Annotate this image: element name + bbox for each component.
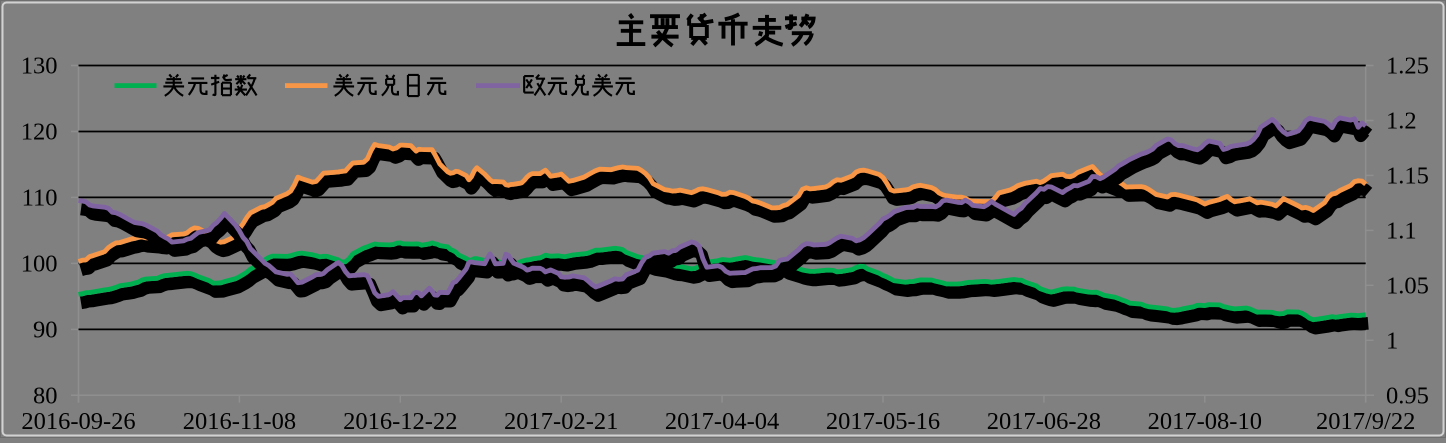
svg-text:2017/9/22: 2017/9/22 xyxy=(1316,408,1415,435)
svg-text:130: 130 xyxy=(21,53,58,80)
svg-text:2017-06-28: 2017-06-28 xyxy=(987,408,1101,435)
svg-text:1.2: 1.2 xyxy=(1386,108,1417,135)
svg-text:2017-05-16: 2017-05-16 xyxy=(826,408,940,435)
svg-text:1.05: 1.05 xyxy=(1386,272,1429,299)
svg-text:2016-12-22: 2016-12-22 xyxy=(343,408,457,435)
svg-text:0.95: 0.95 xyxy=(1386,382,1429,409)
svg-text:110: 110 xyxy=(22,184,58,211)
svg-text:100: 100 xyxy=(21,250,58,277)
svg-text:1.15: 1.15 xyxy=(1386,162,1429,189)
svg-text:1.25: 1.25 xyxy=(1386,53,1429,80)
svg-text:2016-09-26: 2016-09-26 xyxy=(21,408,135,435)
svg-text:2017-02-21: 2017-02-21 xyxy=(504,408,618,435)
svg-text:90: 90 xyxy=(33,316,58,343)
svg-text:80: 80 xyxy=(33,382,58,409)
svg-text:2017-04-04: 2017-04-04 xyxy=(665,408,779,435)
svg-text:2016-11-08: 2016-11-08 xyxy=(183,408,296,435)
svg-text:2017-08-10: 2017-08-10 xyxy=(1148,408,1262,435)
svg-text:1.1: 1.1 xyxy=(1386,217,1417,244)
svg-text:120: 120 xyxy=(21,119,58,146)
svg-text:1: 1 xyxy=(1386,327,1398,354)
